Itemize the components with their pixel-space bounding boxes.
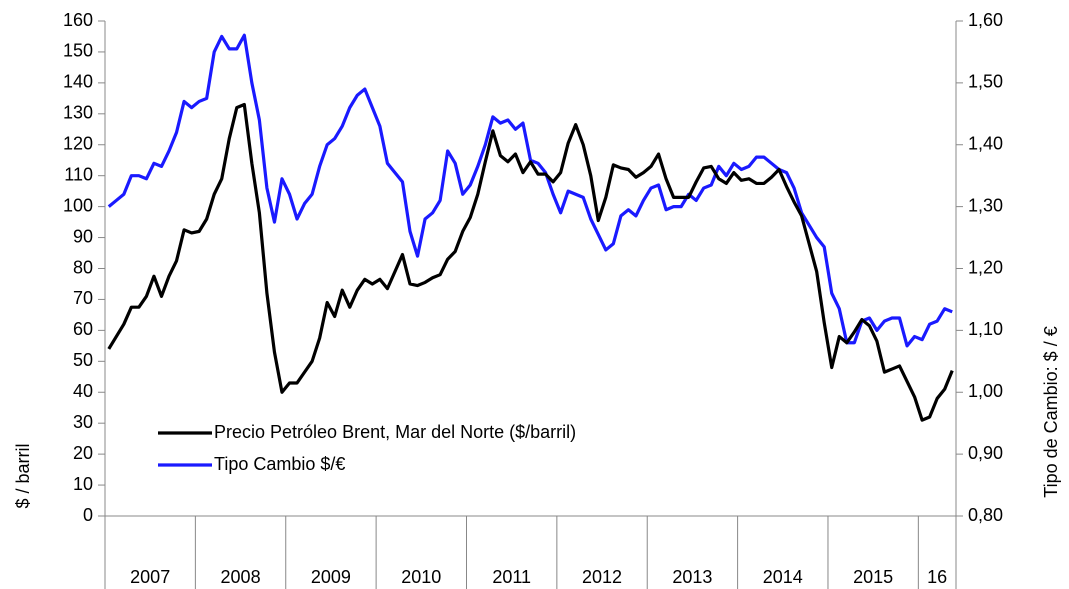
x-tick-label: 2007	[130, 567, 170, 587]
y-tick-label: 70	[73, 288, 93, 308]
y-tick-label: 130	[63, 103, 93, 123]
x-tick-label: 16	[927, 567, 947, 587]
x-tick-label: 2009	[311, 567, 351, 587]
y-tick-label: 100	[63, 195, 93, 215]
x-tick-label: 2015	[853, 567, 893, 587]
y-tick-label: 60	[73, 319, 93, 339]
x-tick-label: 2011	[492, 567, 531, 587]
y2-tick-label: 1,30	[968, 195, 1003, 215]
series-line	[107, 102, 954, 422]
y-tick-label: 30	[73, 412, 93, 432]
y2-tick-label: 0,80	[968, 505, 1003, 525]
y2-tick-label: 1,20	[968, 257, 1003, 277]
x-tick-label: 2008	[221, 567, 261, 587]
x-tick-label: 2012	[582, 567, 622, 587]
y-tick-label: 140	[63, 72, 93, 92]
y2-tick-label: 1,50	[968, 72, 1003, 92]
y-tick-label: 120	[63, 134, 93, 154]
y2-tick-label: 1,60	[968, 10, 1003, 30]
x-tick-label: 2014	[763, 567, 803, 587]
y-tick-label: 110	[64, 164, 93, 184]
y2-axis-label: Tipo de Cambio: $ / €	[1041, 326, 1061, 497]
x-tick-label: 2010	[401, 567, 441, 587]
y-tick-label: 0	[83, 505, 93, 525]
y2-tick-label: 0,90	[968, 443, 1003, 463]
y-tick-label: 20	[73, 443, 93, 463]
y-tick-label: 90	[73, 226, 93, 246]
y-tick-label: 50	[73, 350, 93, 370]
y2-tick-label: 1,40	[968, 134, 1003, 154]
legend-label: Tipo Cambio $/€	[214, 454, 345, 474]
y-tick-label: 40	[73, 381, 93, 401]
y-tick-label: 10	[73, 474, 93, 494]
y2-tick-label: 1,10	[968, 319, 1003, 339]
y-tick-label: 80	[73, 257, 93, 277]
legend-label: Precio Petróleo Brent, Mar del Norte ($/…	[214, 422, 576, 442]
x-tick-label: 2013	[672, 567, 712, 587]
y2-tick-label: 1,00	[968, 381, 1003, 401]
series-line	[107, 33, 953, 348]
y-axis-label: $ / barril	[13, 443, 33, 508]
y-tick-label: 160	[63, 10, 93, 30]
y-tick-label: 150	[63, 41, 93, 61]
